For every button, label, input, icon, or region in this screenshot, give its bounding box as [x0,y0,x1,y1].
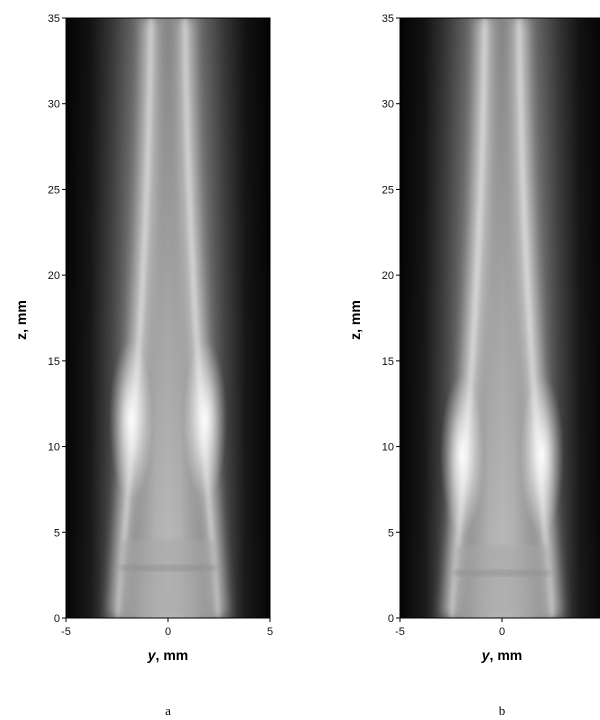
panel-a-y-tick-label: 35 [48,13,60,25]
panel-a-x-ticks: -5 0 5 [61,618,273,638]
panel-b-y-tick-label: 35 [382,13,394,25]
panel-a-y-tick-label: 30 [48,99,60,111]
panel-a-x-tick-label: 5 [267,626,273,638]
panel-a-x-tick-label: 0 [165,626,171,638]
panel-a-y-tick-label: 15 [48,356,60,368]
panel-b-heatmap [400,18,600,618]
panel-b-y-tick-label: 10 [382,442,394,454]
panel-a-y-tick-label: 20 [48,270,60,282]
panel-b-y-tick-label: 20 [382,270,394,282]
panel-a-y-ticks: 0 5 10 15 20 25 30 35 [48,13,66,625]
panel-b-x-ticks: -505 [395,618,505,638]
panel-a-y-tick-label: 5 [54,527,60,539]
panel-b-y-tick-label: 30 [382,99,394,111]
panel-a-y-tick-label: 25 [48,184,60,196]
panel-b-y-tick-label: 25 [382,184,394,196]
panel-a-y-axis-label: z, mm [13,300,29,340]
panel-b-caption: b [499,703,506,718]
panel-b-y-ticks: 0 5 10 15 20 25 30 35 [382,13,400,625]
panel-b-y-tick-label: 5 [388,527,394,539]
panel-b-x-tick-label: -5 [395,626,405,638]
panel-b-y-axis-label: z, mm [347,300,363,340]
panel-a-caption: a [165,703,171,718]
panel-a-x-axis-var: y [147,647,157,663]
panel-b-y-tick-label: 15 [382,356,394,368]
panel-a-x-axis-unit: , mm [156,647,189,663]
panel-a-x-tick-label: -5 [61,626,71,638]
panel-a-x-axis-label: y, mm [147,647,188,663]
panel-b-y-tick-label: 0 [388,613,394,625]
panel-b-x-axis-var: y [481,647,491,663]
panel-b-x-axis-label: y, mm [481,647,522,663]
panel-b-x-tick-label: 0 [499,626,505,638]
panel-a-heatmap [66,18,270,618]
panel-b-x-axis-unit: , mm [490,647,523,663]
panel-a-y-tick-label: 0 [54,613,60,625]
panel-a-y-tick-label: 10 [48,442,60,454]
